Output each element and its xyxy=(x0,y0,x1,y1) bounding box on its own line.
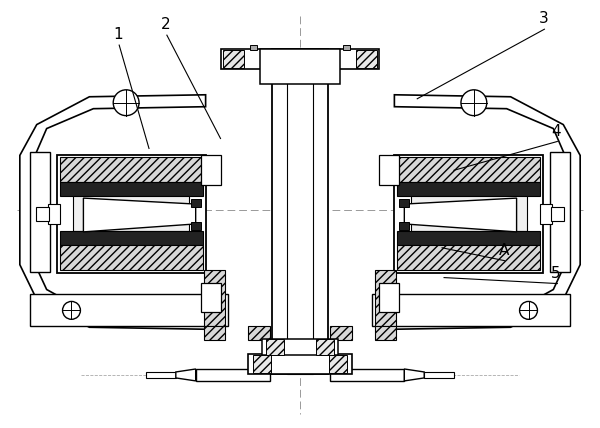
Circle shape xyxy=(520,301,538,319)
Bar xyxy=(541,204,553,224)
Bar xyxy=(191,222,200,230)
Bar xyxy=(379,282,400,312)
Bar xyxy=(30,294,229,326)
Polygon shape xyxy=(176,369,196,381)
Bar xyxy=(330,326,352,340)
Text: 5: 5 xyxy=(551,266,561,281)
Bar xyxy=(379,155,400,185)
Bar xyxy=(59,182,203,196)
Bar xyxy=(397,245,541,270)
Bar xyxy=(272,49,328,374)
Bar xyxy=(400,222,409,230)
Polygon shape xyxy=(404,198,517,232)
Circle shape xyxy=(62,301,80,319)
Text: 1: 1 xyxy=(113,27,123,42)
Bar xyxy=(397,182,541,196)
Bar xyxy=(397,231,541,245)
Bar xyxy=(551,207,564,221)
Polygon shape xyxy=(394,95,580,329)
Bar xyxy=(424,372,454,378)
Bar xyxy=(287,49,313,374)
Bar xyxy=(59,231,203,245)
Bar xyxy=(374,270,397,326)
Bar xyxy=(371,294,570,326)
Bar xyxy=(56,155,206,273)
Bar xyxy=(260,49,340,84)
Bar xyxy=(330,369,404,381)
Bar xyxy=(221,49,379,69)
Bar xyxy=(329,355,347,373)
Bar xyxy=(411,196,527,231)
Bar xyxy=(394,155,544,273)
Bar xyxy=(356,50,377,68)
Bar xyxy=(266,339,284,355)
Polygon shape xyxy=(20,95,206,329)
Bar xyxy=(146,372,176,378)
Bar xyxy=(73,196,189,231)
Text: 3: 3 xyxy=(538,11,548,26)
Bar xyxy=(550,152,570,272)
Bar xyxy=(248,354,352,374)
Text: 4: 4 xyxy=(551,124,561,139)
Bar xyxy=(203,270,226,326)
Polygon shape xyxy=(83,198,196,232)
Bar xyxy=(397,158,541,182)
Polygon shape xyxy=(404,369,424,381)
Bar xyxy=(59,158,203,182)
Bar xyxy=(316,339,334,355)
Bar xyxy=(200,155,221,185)
Bar xyxy=(200,282,221,312)
Bar xyxy=(343,45,350,50)
Bar xyxy=(400,199,409,207)
Bar xyxy=(30,152,50,272)
Bar xyxy=(191,199,200,207)
Bar xyxy=(374,326,397,340)
Bar xyxy=(59,245,203,270)
Bar xyxy=(223,50,244,68)
Bar xyxy=(248,326,270,340)
Circle shape xyxy=(113,90,139,116)
Bar xyxy=(262,339,338,355)
Bar xyxy=(36,207,49,221)
Text: 2: 2 xyxy=(161,17,170,32)
Bar xyxy=(47,204,59,224)
Circle shape xyxy=(461,90,487,116)
Text: A: A xyxy=(499,243,509,258)
Bar xyxy=(250,45,257,50)
Bar xyxy=(196,369,270,381)
Bar xyxy=(203,326,226,340)
Bar xyxy=(253,355,271,373)
